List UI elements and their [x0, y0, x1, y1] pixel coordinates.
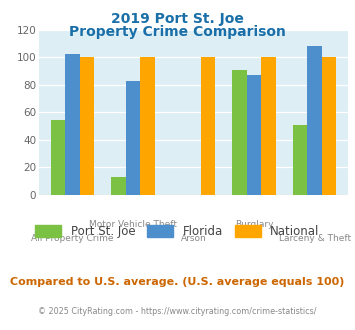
Bar — [80, 57, 94, 195]
Bar — [126, 81, 140, 195]
Text: Compared to U.S. average. (U.S. average equals 100): Compared to U.S. average. (U.S. average … — [10, 277, 345, 287]
Text: Burglary: Burglary — [235, 220, 273, 229]
Bar — [140, 57, 155, 195]
Bar — [65, 54, 80, 195]
Bar — [293, 125, 307, 195]
Bar — [232, 70, 247, 195]
Text: Property Crime Comparison: Property Crime Comparison — [69, 25, 286, 39]
Bar — [261, 57, 276, 195]
Bar — [111, 177, 126, 195]
Bar — [322, 57, 337, 195]
Text: 2019 Port St. Joe: 2019 Port St. Joe — [111, 12, 244, 25]
Bar — [50, 120, 65, 195]
Text: Arson: Arson — [181, 234, 206, 243]
Legend: Port St. Joe, Florida, National: Port St. Joe, Florida, National — [31, 220, 324, 243]
Text: Motor Vehicle Theft: Motor Vehicle Theft — [89, 220, 177, 229]
Bar — [201, 57, 215, 195]
Text: Larceny & Theft: Larceny & Theft — [279, 234, 351, 243]
Bar — [307, 46, 322, 195]
Text: All Property Crime: All Property Crime — [31, 234, 114, 243]
Bar — [247, 75, 261, 195]
Text: © 2025 CityRating.com - https://www.cityrating.com/crime-statistics/: © 2025 CityRating.com - https://www.city… — [38, 307, 317, 316]
